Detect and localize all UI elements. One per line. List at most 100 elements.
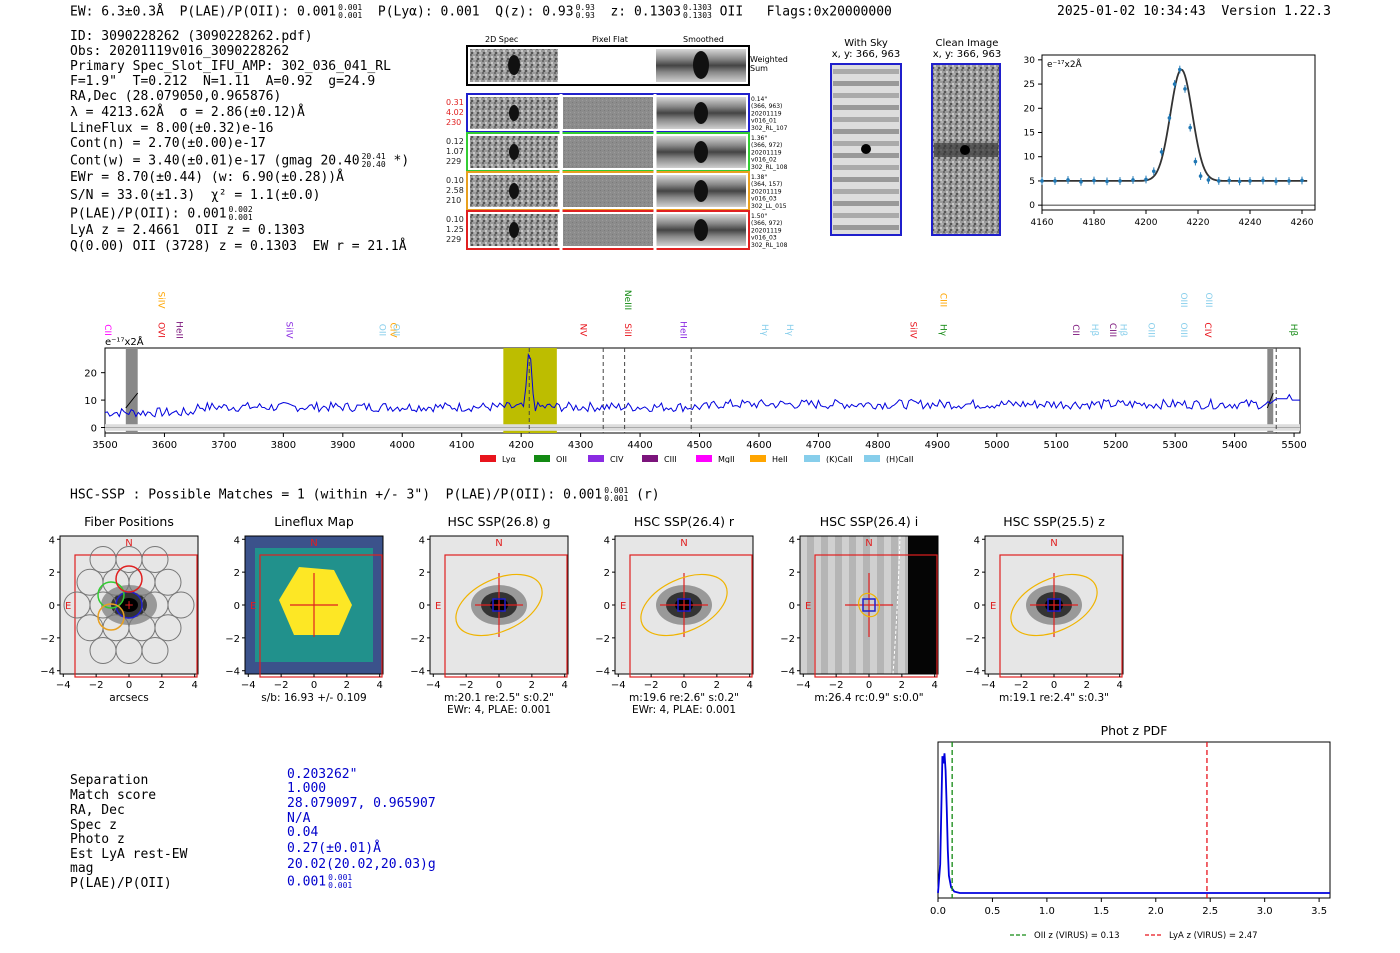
zoom-data-point bbox=[1193, 159, 1198, 164]
weighted-label: Weighted bbox=[750, 55, 788, 64]
spectrum-xtick-label: 4900 bbox=[925, 440, 950, 451]
line-label: NV bbox=[578, 324, 588, 338]
info-radec: RA,Dec (28.079050,0.965876) bbox=[70, 89, 282, 104]
sky-stripe bbox=[833, 213, 899, 218]
zoom-data-point bbox=[1237, 179, 1242, 184]
fiber-circle bbox=[167, 591, 195, 619]
hsc-xtick-label: 0 bbox=[681, 680, 687, 691]
hsc-ytick-label: 0 bbox=[789, 601, 795, 612]
fiber-circle bbox=[154, 614, 182, 642]
photz-plot: Phot z PDF 0.0 0.5 1.0 1.5 2.0 2.5 3.0 3.5 OII z … bbox=[930, 723, 1331, 941]
zoom-data-point bbox=[1227, 178, 1231, 183]
spectrum-xtick-label: 4100 bbox=[449, 440, 474, 451]
line-label: Hγ bbox=[759, 324, 769, 337]
hsc-caption: s/b: 16.93 +/- 0.109 bbox=[261, 692, 366, 704]
zoom-data-point bbox=[1274, 179, 1278, 184]
line-label: Hβ bbox=[1089, 324, 1099, 337]
spectrum-ytick-label: 0 bbox=[91, 424, 97, 435]
fiber-right-val: v016_03 bbox=[751, 196, 777, 203]
fiber-left-val: 0.10 bbox=[446, 215, 464, 224]
fiber-2d-blob bbox=[509, 144, 519, 160]
sky-stripe bbox=[833, 165, 899, 170]
legend-label: CIV bbox=[610, 455, 624, 463]
hsc-xtick-label: −2 bbox=[644, 680, 659, 691]
hsc-xtick-label: −2 bbox=[829, 680, 844, 691]
info-plae: P(LAE)/P(OII): 0.001 0.002 0.001 bbox=[70, 205, 253, 222]
hsc-xtick-label: −4 bbox=[611, 680, 626, 691]
zoom-data-point bbox=[1159, 150, 1164, 154]
zoom-data-point bbox=[1206, 178, 1211, 182]
legend-swatch bbox=[696, 455, 712, 462]
hsc-xtick-label: 2 bbox=[714, 680, 720, 691]
hsc-xtick-label: −2 bbox=[89, 680, 104, 691]
header-summary: EW: 6.3±0.3Å P(LAE)/P(OII): 0.001 0.001 0.… bbox=[70, 3, 892, 20]
line-label: SiIV bbox=[908, 321, 918, 339]
match-marker bbox=[1047, 598, 1061, 612]
fiber-left-val: 2.58 bbox=[446, 186, 464, 195]
fiber-left-val: 0.31 bbox=[446, 98, 464, 107]
fiber-right-val: 20201119 bbox=[751, 110, 782, 117]
fiber-right-val: 1.38" bbox=[751, 174, 767, 181]
fiber-pixel-flat bbox=[563, 97, 653, 129]
hsc-caption: EWr: 4, PLAE: 0.001 bbox=[632, 704, 736, 716]
hsc-ytick-label: 4 bbox=[49, 535, 55, 546]
spectrum-xtick-label: 5000 bbox=[984, 440, 1009, 451]
spectrum-xtick-label: 4600 bbox=[746, 440, 771, 451]
legend-swatch bbox=[588, 455, 604, 462]
aperture-ellipse bbox=[1010, 573, 1098, 637]
aperture-ellipse bbox=[858, 592, 880, 618]
hsc-xtick-label: 4 bbox=[562, 680, 568, 691]
hsc-panel-title: Fiber Positions bbox=[84, 514, 174, 529]
photz-xtick-label: 1.0 bbox=[1039, 906, 1055, 917]
hsc-xtick-label: 4 bbox=[1117, 680, 1123, 691]
fiber-right-val: 302_RL_108 bbox=[751, 164, 788, 171]
spectrum-axes bbox=[104, 347, 1301, 434]
compass-e: E bbox=[620, 601, 626, 612]
hsc-xtick-label: 2 bbox=[159, 680, 165, 691]
hsc-ytick-label: 0 bbox=[604, 601, 610, 612]
photz-legend-label: OII z (VIRUS) = 0.13 bbox=[1034, 931, 1120, 941]
zoom-ytick-label: 20 bbox=[1024, 104, 1036, 114]
zoom-data-point bbox=[1144, 177, 1148, 182]
hsc-panel-title: HSC SSP(26.4) i bbox=[820, 514, 918, 529]
zoom-data-point bbox=[1079, 180, 1083, 184]
hsc-ytick-label: 4 bbox=[789, 535, 795, 546]
fiber-left-val: 4.02 bbox=[446, 108, 464, 117]
match-label: P(LAE)/P(OII) bbox=[70, 876, 172, 891]
line-label: CII bbox=[102, 324, 112, 336]
spectrum-xtick-label: 3600 bbox=[152, 440, 177, 451]
match-label: Separation bbox=[70, 773, 149, 788]
hsc-i-stripe bbox=[814, 536, 821, 674]
spectrum-xtick-label: 5100 bbox=[1044, 440, 1069, 451]
match-value: 20.02(20.02,20.03)g bbox=[287, 857, 436, 872]
line-label: CII bbox=[1070, 324, 1080, 336]
compass-e: E bbox=[435, 601, 441, 612]
line-label: CIII bbox=[937, 293, 947, 307]
hsc-caption: m:20.1 re:2.5" s:0.2" bbox=[444, 692, 554, 704]
hsc-xtick-label: −4 bbox=[981, 680, 996, 691]
photz-xtick-label: 0.5 bbox=[984, 906, 1000, 917]
fiber-smooth-blob bbox=[694, 180, 708, 202]
legend-swatch bbox=[864, 455, 880, 462]
fiber-left-val: 1.25 bbox=[446, 225, 464, 234]
with-sky-title: With Sky x, y: 366, 963 bbox=[831, 38, 901, 60]
hsc-ytick-label: −4 bbox=[595, 667, 610, 678]
photz-xtick-label: 3.0 bbox=[1257, 906, 1273, 917]
zoom-data-point bbox=[1178, 67, 1182, 72]
legend-swatch bbox=[534, 455, 550, 462]
info-contn: Cont(n) = 2.70(±0.00)e-17 bbox=[70, 136, 266, 151]
fiber-pixel-flat bbox=[563, 175, 653, 207]
hsc-ytick-label: 2 bbox=[974, 568, 980, 579]
fiber-circle bbox=[141, 637, 169, 664]
version-label: Version 1.22.3 bbox=[1221, 4, 1331, 19]
search-box bbox=[999, 554, 1123, 678]
hsc-ytick-label: 4 bbox=[974, 535, 980, 546]
fiber-pixel-flat bbox=[563, 214, 653, 246]
line-label: OIII bbox=[1178, 292, 1188, 307]
fiber-right-val: (364, 157) bbox=[751, 181, 782, 188]
hsc-i-stripe bbox=[821, 536, 828, 674]
match-value: N/A bbox=[287, 811, 311, 826]
plae-value: P(LAE)/P(OII): 0.001 bbox=[179, 4, 337, 20]
compass-n: N bbox=[310, 538, 317, 549]
